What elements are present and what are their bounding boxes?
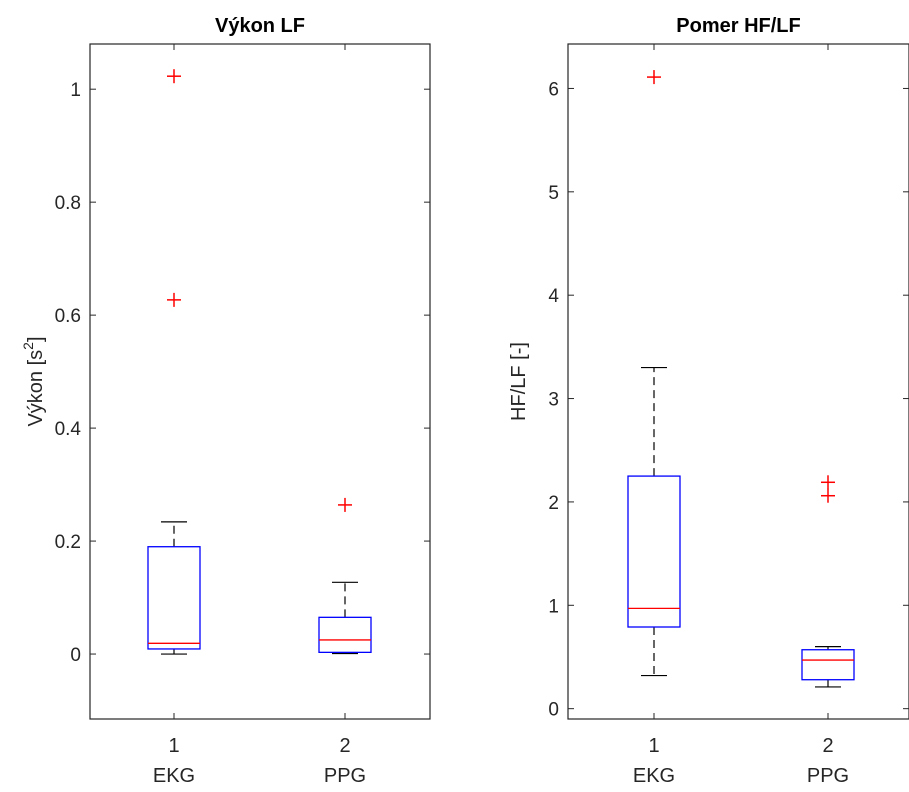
outlier-marker [338,497,352,512]
x-category-name: PPG [807,765,849,787]
outlier-marker [167,292,181,307]
axes-frame [89,43,431,720]
box-iqr [627,475,681,628]
y-tick-label: 0.2 [55,532,81,553]
outlier-marker [647,70,661,85]
y-tick-label: 1 [70,80,81,101]
outlier-marker [821,475,835,490]
y-tick-label: 5 [548,183,559,204]
chart-title: Pomer HF/LF [676,15,800,37]
y-tick-label: 0 [70,645,81,666]
outlier-marker [167,69,181,84]
box-iqr [147,546,201,650]
y-axis-label: Výkon [s2] [20,336,47,426]
x-category-name: PPG [324,765,366,787]
y-tick-label: 0.8 [55,193,81,214]
y-tick-label: 0.6 [55,306,81,327]
x-tick-label: 2 [822,735,833,757]
y-tick-label: 3 [548,390,559,411]
x-category-name: EKG [153,765,195,787]
outlier-marker [821,488,835,503]
y-tick-label: 0 [548,700,559,721]
y-tick-label: 4 [548,286,559,307]
box-iqr [318,616,372,653]
axes-frame [567,43,909,720]
y-axis-label-end: ] [25,336,47,342]
x-category-name: EKG [633,765,675,787]
y-tick-label: 1 [548,596,559,617]
y-tick-label: 6 [548,79,559,100]
x-tick-label: 1 [168,735,179,757]
y-tick-label: 0.4 [55,419,82,440]
x-tick-label: 1 [648,735,659,757]
y-axis-label-superscript: 2 [20,342,36,350]
y-axis-label-main: Výkon [s [25,350,47,427]
y-axis-label: HF/LF [-] [508,342,530,421]
chart-panel-2: Pomer HF/LF 0 1 2 3 4 5 6 HF/LF [-] 1 EKG 2 PPG [508,15,909,787]
x-tick-label: 2 [339,735,350,757]
box-iqr [801,649,855,681]
y-axis-label-main: HF/LF [-] [508,342,530,421]
chart-title: Výkon LF [215,15,305,37]
y-tick-label: 2 [548,493,559,514]
